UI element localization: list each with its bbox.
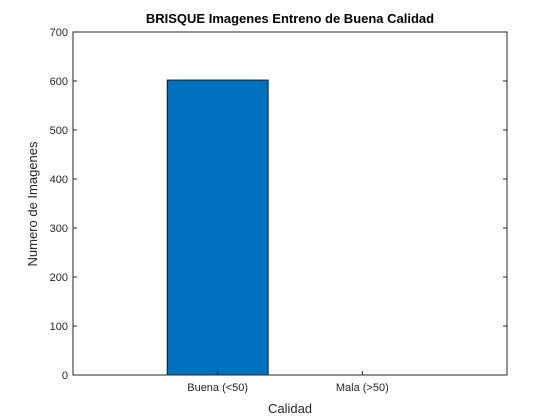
y-tick-label-1: 100 — [50, 321, 68, 333]
y-tick-label-4: 400 — [50, 174, 68, 186]
x-tick-label-0: Buena (<50) — [187, 382, 248, 394]
bar-0 — [166, 79, 269, 376]
x-tick-label-1: Mala (>50) — [336, 382, 389, 394]
ticks-group: 0 100 200 300 400 500 600 700 Buena (<50) Mala (>… — [50, 27, 507, 394]
plot-area — [73, 32, 507, 375]
y-tick-label-6: 600 — [50, 76, 68, 88]
y-axis-label: Numero de Imagenes — [25, 141, 40, 267]
bars-group — [166, 79, 269, 376]
chart-title: BRISQUE Imagenes Entreno de Buena Calida… — [146, 11, 434, 26]
y-tick-label-3: 300 — [50, 223, 68, 235]
y-tick-label-0: 0 — [62, 370, 68, 382]
y-tick-label-2: 200 — [50, 272, 68, 284]
plot-frame — [72, 31, 508, 376]
y-tick-label-7: 700 — [50, 27, 68, 39]
y-tick-label-5: 500 — [50, 125, 68, 137]
x-axis-label: Calidad — [268, 401, 312, 416]
